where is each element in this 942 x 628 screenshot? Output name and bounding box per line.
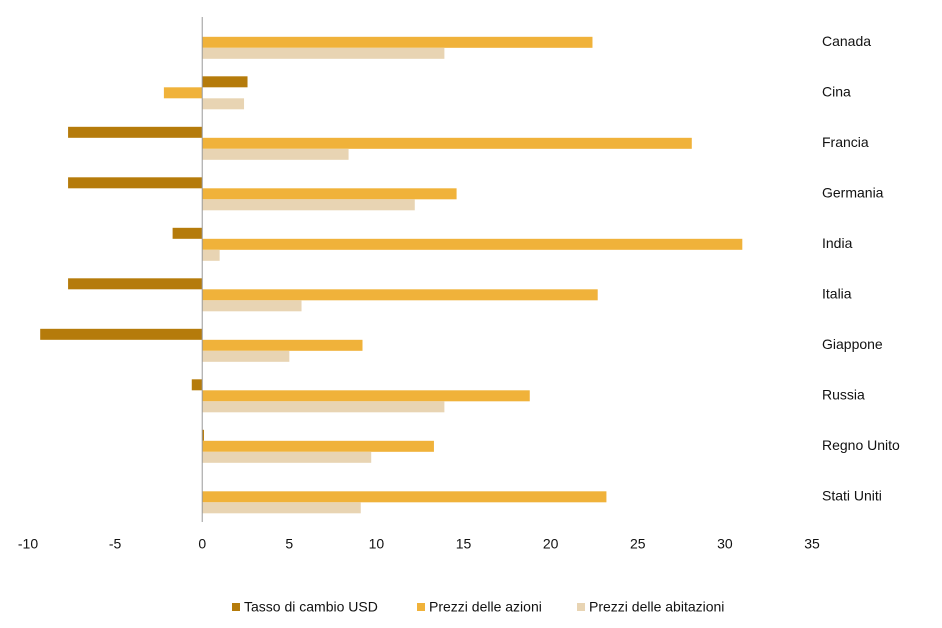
bar bbox=[202, 289, 598, 301]
bar bbox=[68, 278, 203, 290]
bar bbox=[202, 491, 607, 503]
bar bbox=[202, 300, 302, 312]
legend-swatch bbox=[577, 603, 585, 611]
bar bbox=[68, 177, 203, 189]
bar bbox=[202, 137, 692, 149]
category-label: Germania bbox=[822, 185, 884, 201]
x-tick-label: 10 bbox=[369, 536, 385, 552]
category-label: Giappone bbox=[822, 336, 883, 352]
category-label: Regno Unito bbox=[822, 437, 900, 453]
bar bbox=[202, 339, 363, 351]
bar bbox=[202, 401, 445, 413]
bar bbox=[202, 76, 248, 88]
bar bbox=[202, 36, 593, 48]
category-label: India bbox=[822, 235, 853, 251]
x-tick-label: 25 bbox=[630, 536, 646, 552]
bar bbox=[191, 379, 203, 391]
bar bbox=[202, 199, 415, 211]
x-tick-label: 15 bbox=[456, 536, 472, 552]
x-tick-label: 20 bbox=[543, 536, 559, 552]
bar bbox=[202, 148, 349, 160]
bar bbox=[202, 429, 204, 441]
x-tick-label: 35 bbox=[804, 536, 820, 552]
bar bbox=[202, 440, 434, 452]
category-label: Russia bbox=[822, 387, 865, 403]
bar bbox=[202, 451, 372, 463]
bar bbox=[163, 87, 203, 99]
legend-label: Prezzi delle azioni bbox=[429, 599, 542, 615]
x-tick-label: 0 bbox=[198, 536, 206, 552]
category-label: Canada bbox=[822, 33, 871, 49]
bar bbox=[172, 227, 203, 239]
bar bbox=[202, 502, 361, 514]
legend-label: Tasso di cambio USD bbox=[244, 599, 378, 615]
bar bbox=[202, 350, 290, 362]
category-label: Francia bbox=[822, 134, 869, 150]
bar bbox=[202, 98, 245, 110]
x-tick-label: 5 bbox=[285, 536, 293, 552]
x-tick-label: 30 bbox=[717, 536, 733, 552]
x-tick-label: -10 bbox=[18, 536, 38, 552]
bar bbox=[202, 238, 743, 250]
category-label: Italia bbox=[822, 286, 852, 302]
bar bbox=[202, 390, 530, 402]
x-tick-label: -5 bbox=[109, 536, 122, 552]
legend-swatch bbox=[232, 603, 240, 611]
bar bbox=[68, 126, 203, 138]
bar bbox=[40, 328, 203, 340]
legend-label: Prezzi delle abitazioni bbox=[589, 599, 724, 615]
category-label: Cina bbox=[822, 84, 851, 100]
legend-swatch bbox=[417, 603, 425, 611]
bar bbox=[202, 188, 457, 200]
bar bbox=[202, 47, 445, 59]
bar bbox=[202, 249, 220, 261]
category-label: Stati Uniti bbox=[822, 488, 882, 504]
